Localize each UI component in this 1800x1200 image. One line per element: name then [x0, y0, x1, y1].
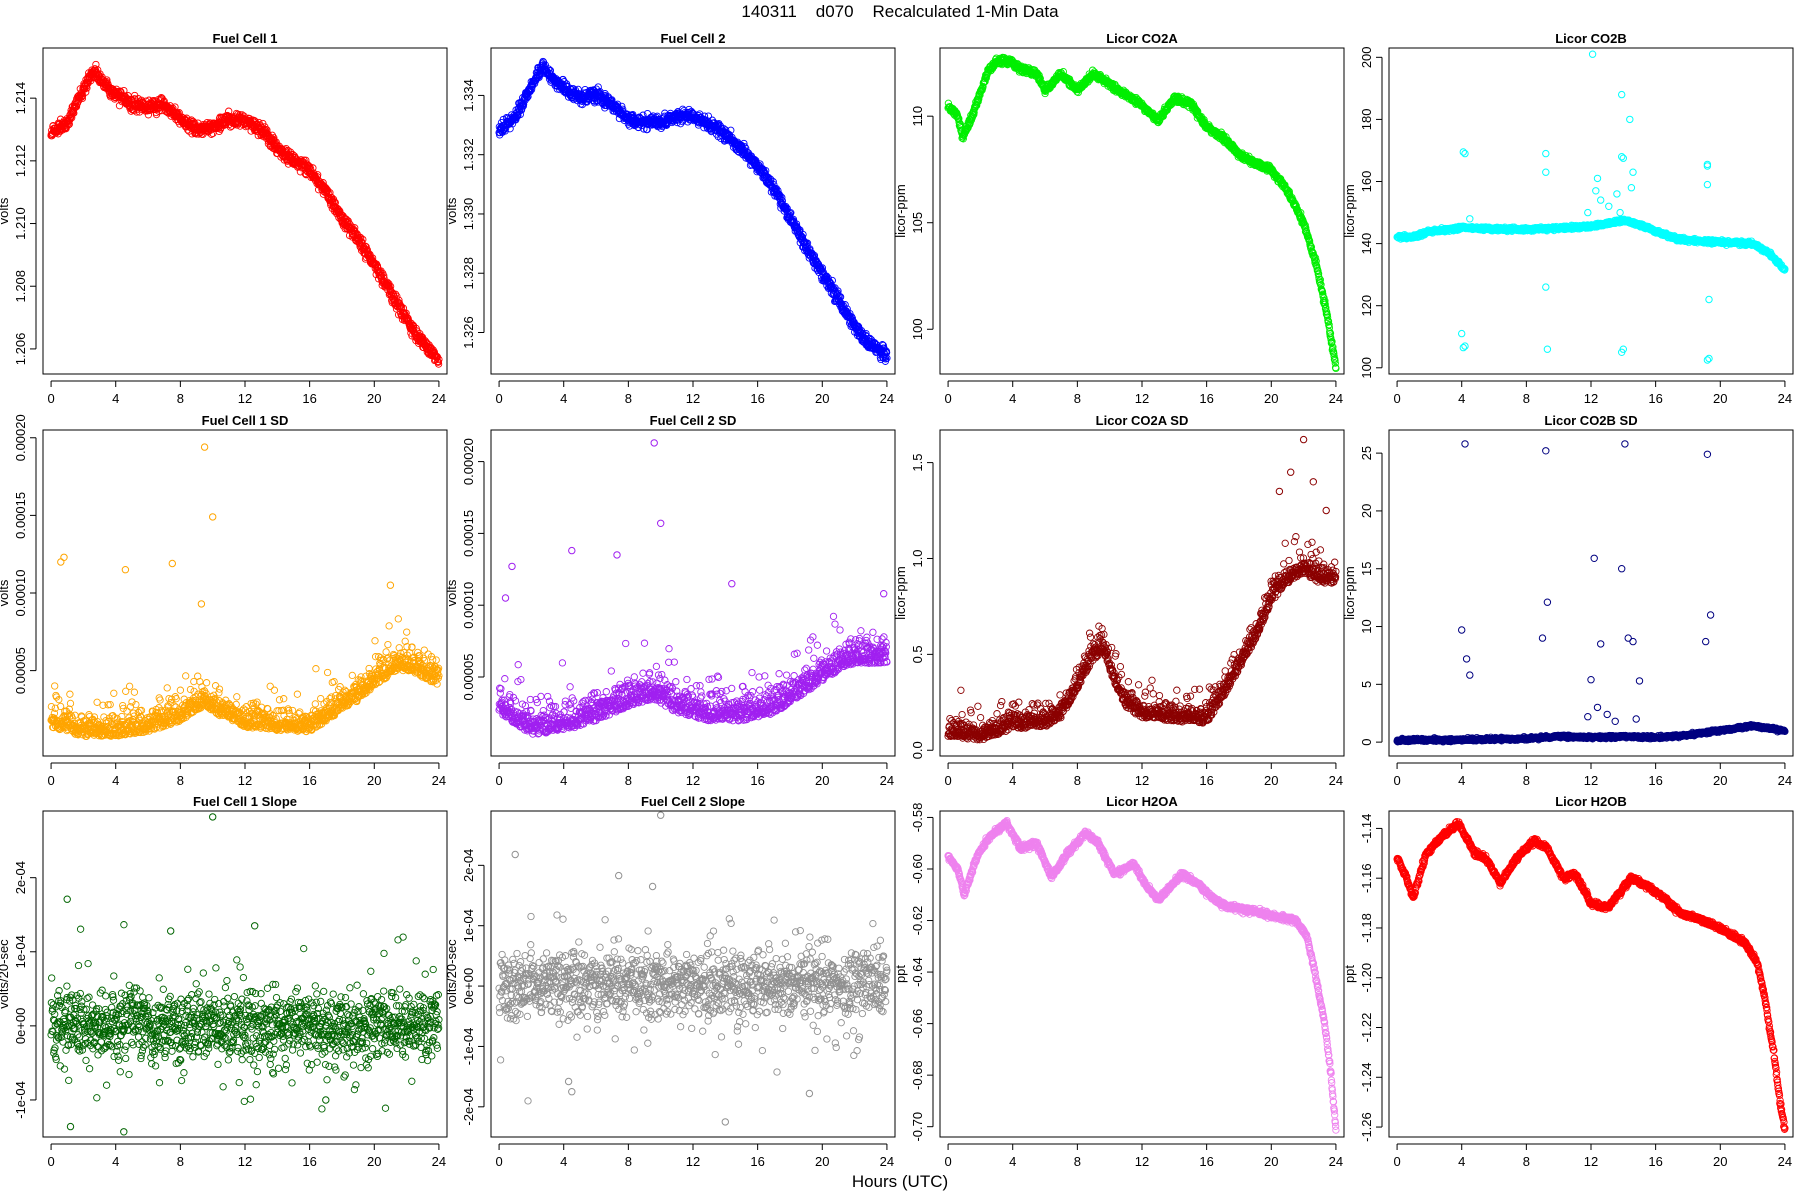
x-tick-label: 12 [238, 391, 252, 406]
plot-frame [939, 47, 1345, 375]
x-tick-label: 0 [47, 391, 54, 406]
data-point [92, 60, 100, 69]
panel-title: Licor CO2A [1106, 31, 1178, 46]
x-tick-label: 8 [177, 391, 184, 406]
x-tick-label: 0 [944, 391, 951, 406]
y-tick-label: 1.332 [461, 138, 476, 171]
x-tick-label: 16 [1199, 391, 1213, 406]
data-points [1393, 50, 1789, 364]
x-tick-label: 8 [1074, 391, 1081, 406]
y-tick-label: 1.208 [13, 270, 28, 303]
data-point [120, 86, 128, 95]
panel-title: Fuel Cell 2 [660, 31, 725, 46]
panel-title: Fuel Cell 1 [212, 31, 277, 46]
x-tick-label: 16 [750, 391, 764, 406]
data-point [83, 84, 91, 92]
data-point [77, 93, 86, 101]
y-tick-label: 110 [910, 106, 925, 127]
y-tick-label: 1.334 [461, 79, 476, 112]
panel-title: Licor CO2B [1555, 31, 1627, 46]
data-point [82, 88, 90, 96]
x-tick-label: 20 [1264, 391, 1278, 406]
y-tick-label: 1.210 [13, 207, 28, 240]
data-points [47, 60, 443, 368]
y-tick-label: 1.206 [13, 333, 28, 366]
x-tick-label: 0 [495, 391, 502, 406]
y-tick-label: 1.328 [461, 257, 476, 290]
data-point [115, 102, 124, 110]
y-tick-label: 100 [910, 318, 925, 340]
x-tick-label: 12 [1135, 391, 1149, 406]
panel-fc1: Fuel Cell 1 0 4 8 12 16 20 24 1.206 1.208 1.210 1.2… [0, 31, 448, 406]
x-tick-label: 24 [1329, 391, 1343, 406]
y-tick-label: 1.326 [461, 316, 476, 349]
data-points [944, 53, 1340, 373]
x-tick-label: 4 [1009, 391, 1016, 406]
x-tick-label: 12 [686, 391, 700, 406]
y-axis-label: volts [0, 197, 11, 224]
x-tick-label: 4 [560, 391, 567, 406]
plot-frame [490, 47, 896, 375]
y-tick-label: 1.214 [13, 82, 28, 115]
y-tick-label: 105 [910, 212, 925, 234]
x-tick-label: 24 [432, 391, 446, 406]
panel-co2a: Licor CO2A 0 4 8 12 16 20 24 100 105 110 licor-ppm [893, 31, 1345, 406]
x-tick-label: 20 [815, 391, 829, 406]
y-axis-label: volts [444, 197, 459, 224]
panel-fc2: Fuel Cell 2 0 4 8 12 16 20 24 1.326 1.328 1.330 1.3… [444, 31, 896, 406]
x-tick-label: 20 [367, 391, 381, 406]
data-point [94, 66, 102, 74]
figure-title: 140311 d070 Recalculated 1-Min Data [741, 2, 1059, 21]
y-axis-label: licor-ppm [893, 184, 908, 237]
y-tick-label: 1.330 [461, 198, 476, 231]
data-point [78, 94, 87, 103]
plot-frame [42, 47, 448, 375]
data-points [495, 57, 891, 365]
x-tick-label: 4 [112, 391, 119, 406]
x-tick-label: 8 [625, 391, 632, 406]
x-tick-label: 16 [302, 391, 316, 406]
y-tick-label: 1.212 [13, 145, 28, 178]
x-tick-label: 24 [880, 391, 894, 406]
